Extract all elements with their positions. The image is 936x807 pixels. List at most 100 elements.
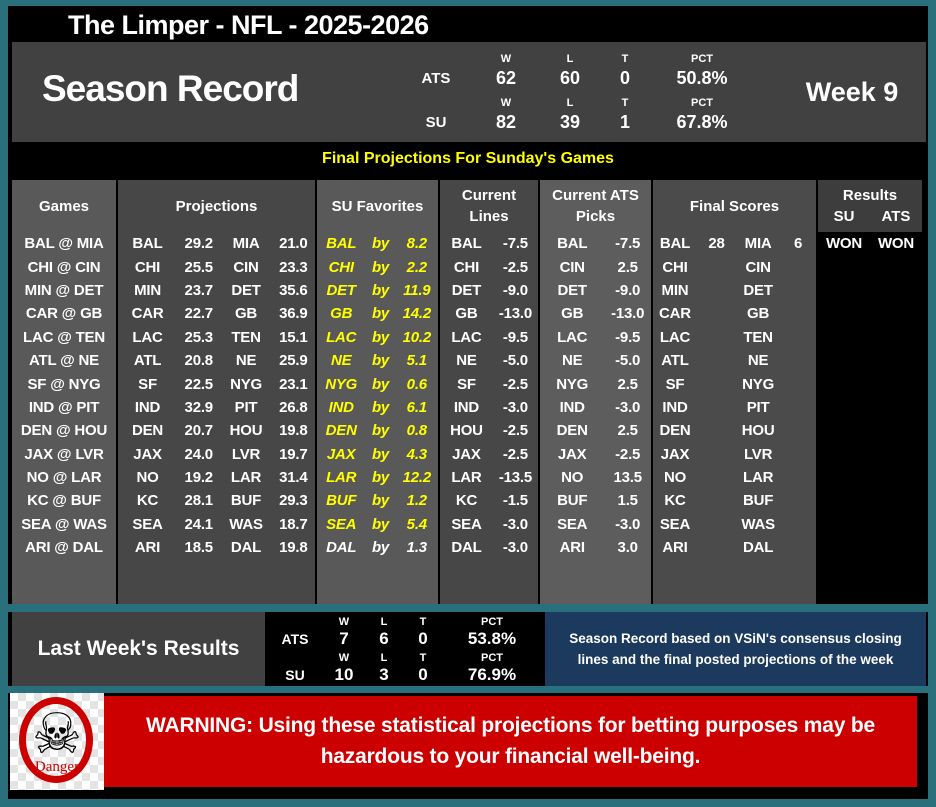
- table-row: BAL -7.5: [540, 232, 651, 255]
- su-losses: 39: [559, 112, 581, 132]
- favorite-margin: 1.2: [406, 492, 427, 510]
- week-number: Week 9: [805, 76, 899, 107]
- table-row: [818, 349, 922, 372]
- table-row: BAL @ MIA: [12, 232, 116, 255]
- stat-header-w: W: [338, 652, 350, 664]
- table-row: ARI 18.5 DAL 19.8: [118, 536, 315, 559]
- stat-header-pct: PCT: [481, 652, 503, 664]
- note-line2: lines and the final posted projections o…: [577, 652, 894, 667]
- pick-value: -7.5: [615, 235, 641, 253]
- home-projection: 19.7: [279, 445, 308, 463]
- away-team: LAC: [132, 328, 163, 346]
- week-label: Week 9: [782, 42, 922, 142]
- table-row: BAL 29.2 MIA 21.0: [118, 232, 315, 255]
- table-row: SF -2.5: [440, 372, 538, 395]
- favorite-margin: 0.6: [406, 375, 427, 393]
- pick-team: BAL: [557, 235, 588, 253]
- stat-header-t: T: [419, 616, 427, 628]
- home-team: NE: [235, 352, 257, 370]
- score-home-team: HOU: [741, 422, 775, 440]
- ats-result: WON: [877, 235, 915, 253]
- favorite-team: DEN: [325, 422, 357, 440]
- table-row: LAC by 10.2: [317, 326, 438, 349]
- score-home-team: MIA: [744, 235, 772, 253]
- line-value: -7.5: [502, 235, 528, 253]
- home-projection: 21.0: [279, 235, 308, 253]
- stat-header-pct: PCT: [691, 97, 713, 109]
- away-projection: 19.2: [184, 469, 214, 487]
- pick-team: ARI: [559, 539, 585, 557]
- ats-wins: 7: [339, 628, 349, 648]
- games-header: Games: [38, 197, 90, 215]
- away-projection: 18.5: [184, 539, 214, 557]
- table-row: SEA -3.0: [440, 513, 538, 536]
- favorite-team: DAL: [326, 539, 357, 557]
- game-matchup: NO @ LAR: [26, 469, 102, 487]
- favorite-team: JAX: [326, 445, 356, 463]
- table-row: SEA -3.0: [540, 513, 651, 536]
- favorite-margin: 2.2: [406, 258, 427, 276]
- favorite-team: DET: [326, 281, 356, 299]
- su-label: SU: [425, 114, 447, 131]
- line-value: -3.0: [502, 398, 528, 416]
- table-row: WON WON: [818, 232, 922, 255]
- score-home-team: WAS: [741, 515, 775, 533]
- pick-value: -9.0: [615, 281, 641, 299]
- table-row: IND 32.9 PIT 26.8: [118, 396, 315, 419]
- away-projection: 24.0: [184, 445, 214, 463]
- table-row: SEA WAS: [653, 513, 816, 536]
- table-row: BUF 1.5: [540, 489, 651, 512]
- score-home-team: NE: [747, 352, 769, 370]
- table-row: LAC TEN: [653, 326, 816, 349]
- favorite-team: LAC: [326, 328, 357, 346]
- line-value: -9.5: [502, 328, 528, 346]
- table-row: [818, 396, 922, 419]
- line-team: DET: [451, 281, 482, 299]
- pick-value: -9.5: [615, 328, 641, 346]
- stat-header-l: L: [566, 53, 574, 65]
- away-team: SEA: [132, 515, 163, 533]
- game-matchup: CHI @ CIN: [27, 258, 101, 276]
- results-su-header: SU: [833, 208, 855, 225]
- table-row: [818, 326, 922, 349]
- score-home-team: BUF: [742, 492, 774, 510]
- home-projection: 35.6: [279, 281, 308, 299]
- score-away-points: 28: [708, 235, 725, 253]
- warning-line2: hazardous to your financial well-being.: [320, 745, 701, 768]
- score-away-team: DEN: [659, 422, 691, 440]
- score-away-team: ARI: [662, 539, 688, 557]
- table-row: DEN @ HOU: [12, 419, 116, 442]
- home-projection: 26.8: [279, 398, 308, 416]
- table-row: DAL by 1.3: [317, 536, 438, 559]
- game-matchup: CAR @ GB: [25, 305, 103, 323]
- pick-value: -3.0: [615, 515, 641, 533]
- stat-header-w: W: [500, 97, 512, 109]
- favorite-team: SEA: [326, 515, 357, 533]
- table-row: LAC -9.5: [440, 326, 538, 349]
- score-home-team: LVR: [743, 445, 773, 463]
- table-row: KC 28.1 BUF 29.3: [118, 489, 315, 512]
- table-row: NO 19.2 LAR 31.4: [118, 466, 315, 489]
- pick-value: -5.0: [615, 352, 641, 370]
- pick-team: NO: [561, 469, 584, 487]
- ats-ties: 0: [418, 628, 428, 648]
- favorite-team: NYG: [325, 375, 358, 393]
- table-row: NO @ LAR: [12, 466, 116, 489]
- line-team: NE: [456, 352, 477, 370]
- table-row: SF 22.5 NYG 23.1: [118, 372, 315, 395]
- score-home-team: PIT: [746, 398, 770, 416]
- table-row: NE -5.0: [440, 349, 538, 372]
- table-row: JAX -2.5: [440, 443, 538, 466]
- home-projection: 23.3: [279, 258, 308, 276]
- su-pct: 76.9%: [467, 664, 517, 684]
- table-row: JAX by 4.3: [317, 443, 438, 466]
- results-header-title: Results: [842, 187, 898, 204]
- game-matchup: BAL @ MIA: [24, 235, 104, 253]
- away-team: KC: [136, 492, 159, 510]
- pick-team: DET: [557, 281, 587, 299]
- favorite-margin: 1.3: [406, 539, 427, 557]
- table-row: LAC 25.3 TEN 15.1: [118, 326, 315, 349]
- favorite-team: NE: [330, 352, 352, 370]
- home-team: MIA: [232, 235, 260, 253]
- pick-value: 2.5: [617, 258, 638, 276]
